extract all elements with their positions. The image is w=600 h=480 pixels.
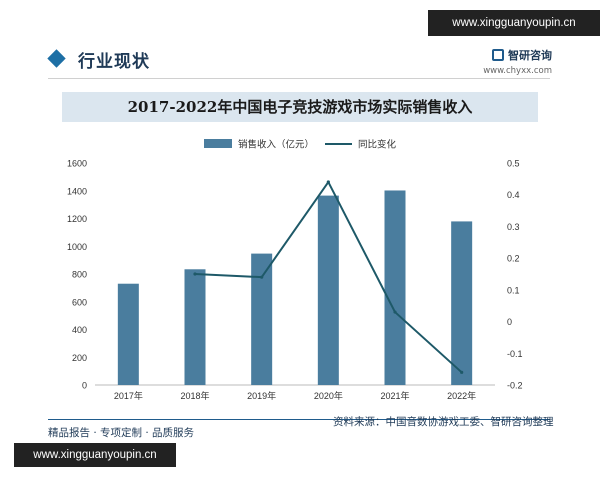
y2-tick-label: 0.5	[507, 159, 520, 169]
x-tick-label: 2019年	[247, 390, 276, 401]
footer-divider	[48, 419, 550, 420]
header-divider	[48, 78, 550, 79]
y2-tick-label: 0.1	[507, 285, 520, 295]
section-header: 行业现状	[48, 44, 150, 74]
bar	[117, 283, 139, 385]
x-tick-label: 2021年	[380, 390, 409, 401]
y2-tick-label: 0.2	[507, 254, 520, 264]
y2-tick-label: 0.3	[507, 222, 520, 232]
y-tick-label: 400	[72, 325, 87, 335]
x-tick-label: 2018年	[180, 390, 209, 401]
line-point	[393, 310, 397, 314]
footer-slogan: 精品报告 · 专项定制 · 品质服务	[48, 427, 195, 439]
y2-tick-label: -0.1	[507, 349, 523, 359]
legend-label-line: 同比变化	[358, 139, 397, 151]
bar	[317, 195, 339, 385]
legend-label-bar: 销售收入（亿元）	[238, 139, 314, 151]
y2-tick-label: 0.4	[507, 190, 520, 200]
section-title: 行业现状	[78, 51, 150, 72]
bar	[251, 253, 273, 385]
watermark-top: www.xingguanyoupin.cn	[428, 10, 600, 36]
bar	[184, 269, 206, 385]
y-tick-label: 1400	[67, 186, 87, 196]
line-point	[460, 370, 464, 374]
brand-name: 智研咨询	[508, 49, 552, 62]
brand-url: www.chyxx.com	[483, 66, 552, 76]
brand-logo-icon	[492, 49, 504, 61]
x-tick-label: 2022年	[447, 390, 476, 401]
chart-title: 2017-2022年中国电子竞技游戏市场实际销售收入	[62, 92, 538, 122]
brand-block: 智研咨询 www.chyxx.com	[483, 47, 552, 76]
y-tick-label: 1600	[67, 159, 87, 169]
y-tick-label: 1000	[67, 242, 87, 252]
y2-tick-label: 0	[507, 317, 512, 327]
source-note: 资料来源：中国音数协游戏工委、智研咨询整理	[333, 416, 554, 428]
bar	[451, 221, 473, 385]
x-tick-label: 2020年	[314, 390, 343, 401]
line-point	[193, 272, 197, 276]
legend-swatch-bar	[204, 139, 232, 148]
y-tick-label: 800	[72, 270, 87, 280]
x-tick-label: 2017年	[114, 390, 143, 401]
line-point	[326, 180, 330, 184]
line-point	[260, 275, 264, 279]
watermark-bottom: www.xingguanyoupin.cn	[14, 443, 176, 467]
y2-tick-label: -0.2	[507, 381, 523, 391]
y-tick-label: 0	[82, 381, 87, 391]
y-tick-label: 1200	[67, 214, 87, 224]
bar	[384, 190, 406, 385]
y-tick-label: 600	[72, 297, 87, 307]
y-tick-label: 200	[72, 353, 87, 363]
